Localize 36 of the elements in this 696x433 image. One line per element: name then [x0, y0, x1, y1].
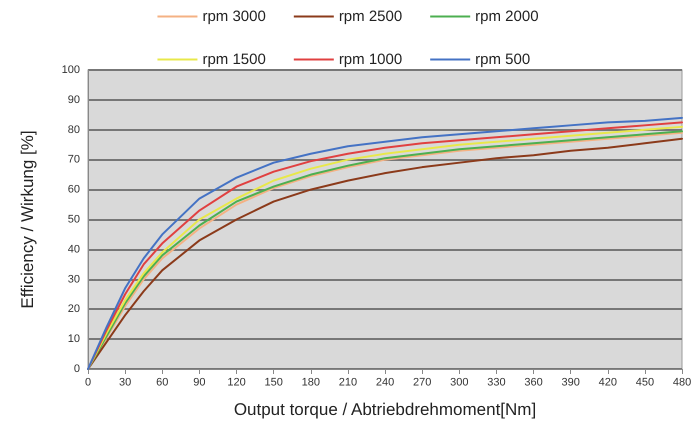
- x-tick-label: 180: [302, 376, 320, 388]
- x-tick-label: 210: [338, 376, 358, 388]
- x-tick-label: 360: [524, 376, 543, 388]
- x-tick-label: 150: [264, 376, 283, 388]
- x-tick-label: 60: [156, 376, 168, 388]
- x-tick-label: 450: [636, 376, 654, 388]
- x-tick-label: 420: [598, 376, 617, 388]
- legend-label: rpm 1000: [338, 51, 402, 68]
- x-tick-label: 240: [376, 376, 394, 388]
- y-tick-label: 60: [68, 184, 80, 196]
- x-tick-label: 120: [227, 376, 246, 388]
- y-axis-title: Efficiency / Wirkung [%]: [18, 130, 37, 309]
- y-tick-label: 70: [68, 154, 80, 166]
- y-tick-label: 0: [74, 363, 80, 375]
- x-tick-label: 270: [412, 376, 432, 388]
- legend-label: rpm 2000: [475, 8, 539, 25]
- y-tick-label: 30: [68, 273, 80, 286]
- y-tick-label: 50: [68, 214, 80, 226]
- x-tick-label: 300: [450, 376, 468, 388]
- x-axis-title: Output torque / Abtriebdrehmoment[Nm]: [234, 400, 536, 419]
- legend-label: rpm 1500: [202, 51, 266, 68]
- legend-label: rpm 2500: [338, 8, 402, 25]
- x-tick-label: 480: [672, 376, 692, 388]
- legend-label: rpm 500: [475, 51, 530, 68]
- x-tick-label: 390: [561, 376, 580, 388]
- y-tick-label: 100: [62, 64, 80, 76]
- y-tick-label: 40: [68, 243, 80, 256]
- y-tick-label: 80: [68, 124, 80, 136]
- x-tick-label: 30: [119, 376, 132, 388]
- x-tick-label: 0: [84, 376, 92, 388]
- legend-label: rpm 3000: [202, 8, 266, 25]
- y-tick-label: 10: [68, 333, 80, 346]
- x-tick-label: 330: [487, 376, 506, 388]
- y-tick-label: 90: [68, 94, 80, 106]
- x-tick-label: 90: [193, 376, 206, 388]
- y-tick-label: 20: [68, 303, 80, 316]
